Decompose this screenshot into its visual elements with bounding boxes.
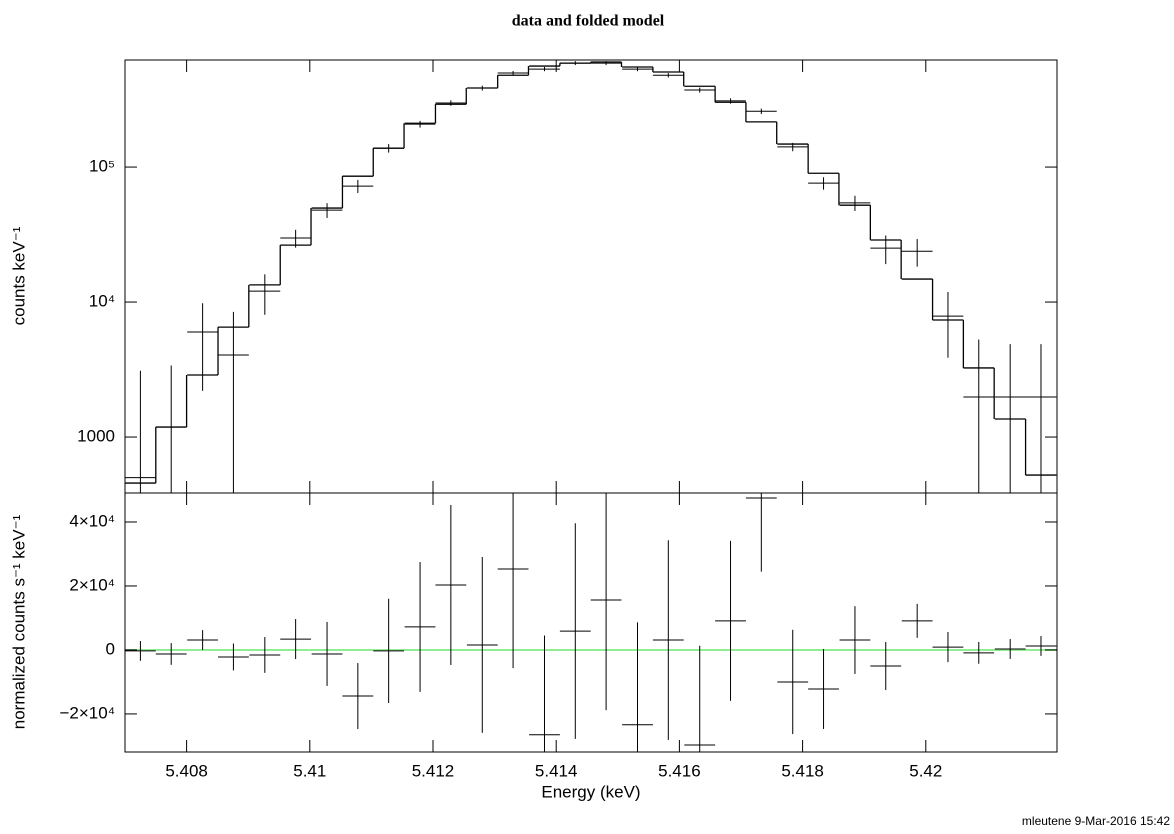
x-tick-label: 5.408 [165,761,208,780]
y-tick-label: 0 [106,639,115,658]
x-tick-label: 5.41 [293,761,326,780]
chart-title: data and folded model [512,13,665,30]
x-tick-label: 5.414 [535,761,578,780]
x-tick-label: 5.416 [658,761,701,780]
footer: mleutene 9-Mar-2016 15:42 [1022,814,1170,828]
y-axis-label: counts keV⁻¹ [9,226,28,325]
x-tick-label: 5.412 [412,761,455,780]
y-tick-label: 1000 [77,427,115,446]
y-tick-label: 2×10⁴ [69,575,115,594]
x-tick-label: 5.42 [909,761,942,780]
y-tick-label: −2×10⁴ [59,703,115,722]
bottom-panel [125,493,1057,752]
y-axis-label: normalized counts s⁻¹ keV⁻¹ [9,514,28,729]
x-axis-label: Energy (keV) [541,782,640,801]
top-panel [125,61,1057,493]
frame [124,492,1058,753]
y-tick-label: 4×10⁴ [69,511,115,530]
y-tick-label: 10⁴ [89,292,115,311]
x-tick-label: 5.418 [781,761,824,780]
y-tick-label: 10⁵ [89,157,115,176]
